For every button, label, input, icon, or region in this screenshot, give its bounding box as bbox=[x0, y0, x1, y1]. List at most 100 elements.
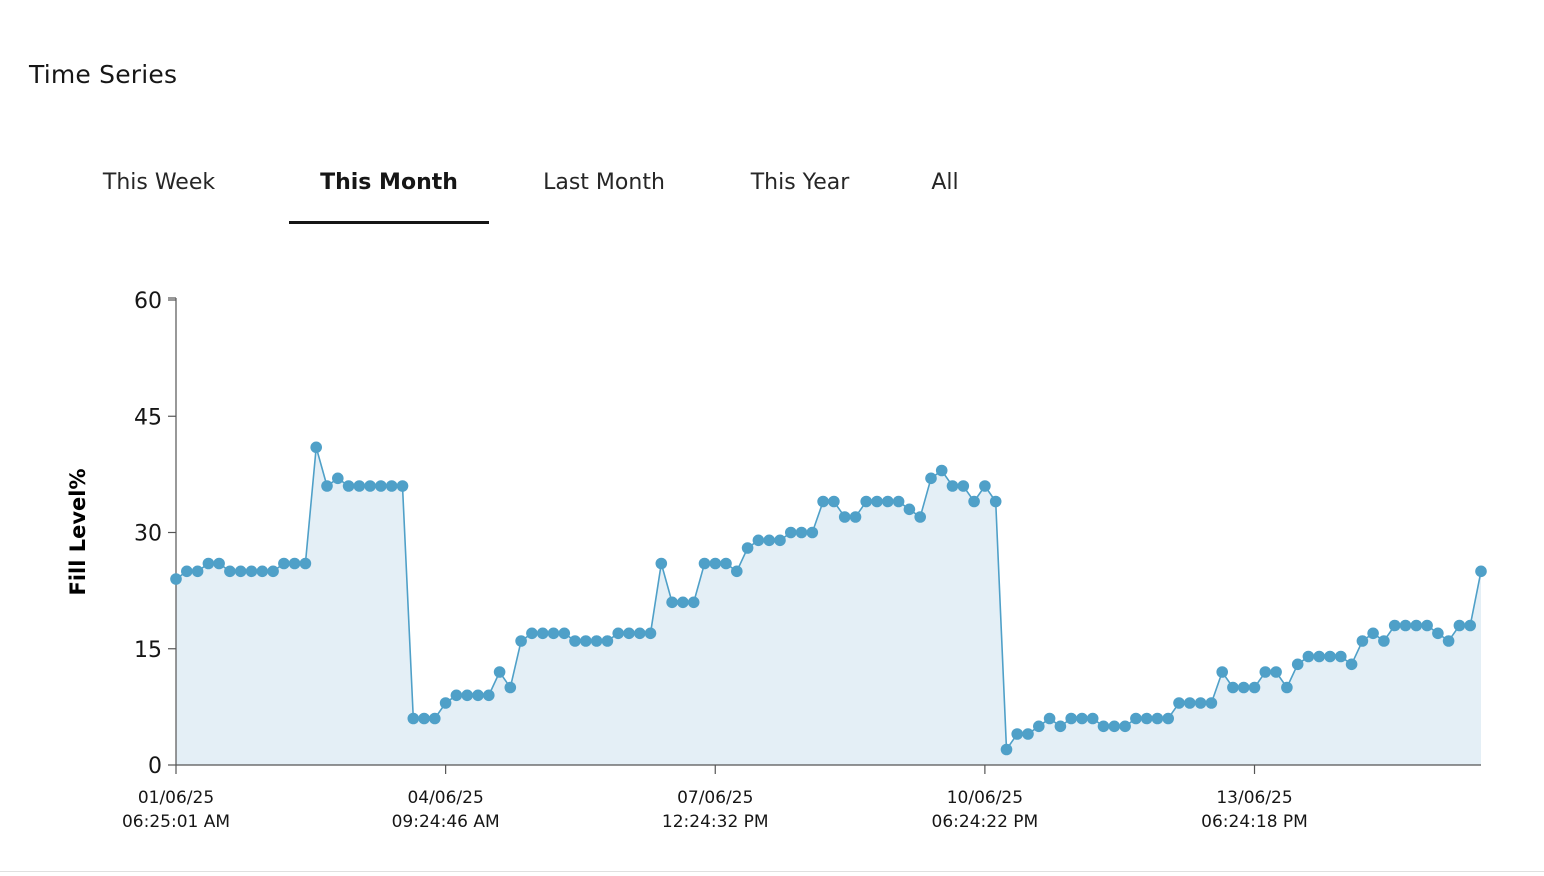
data-point bbox=[1162, 712, 1174, 725]
data-point bbox=[569, 635, 581, 647]
data-point bbox=[925, 472, 937, 485]
data-point bbox=[536, 627, 549, 640]
data-point bbox=[968, 495, 980, 508]
x-tick-date: 04/06/25 bbox=[407, 788, 483, 808]
data-point bbox=[655, 557, 668, 570]
data-point bbox=[1043, 712, 1056, 725]
data-point bbox=[224, 565, 236, 578]
data-point bbox=[1259, 666, 1272, 678]
tab-this-month[interactable]: This Month bbox=[289, 160, 489, 224]
data-point bbox=[1324, 650, 1336, 663]
x-tick-time: 12:24:32 PM bbox=[662, 812, 769, 832]
tab-this-week[interactable]: This Week bbox=[102, 170, 216, 195]
data-point bbox=[418, 712, 430, 725]
data-point bbox=[439, 697, 452, 709]
data-point bbox=[612, 627, 624, 640]
data-point bbox=[310, 441, 323, 454]
data-point bbox=[493, 666, 506, 678]
data-point bbox=[472, 689, 484, 702]
data-point bbox=[1270, 666, 1282, 678]
data-point bbox=[181, 565, 193, 578]
tab-all[interactable]: All bbox=[931, 170, 959, 195]
data-point bbox=[1367, 627, 1379, 640]
y-tick-label: 45 bbox=[134, 405, 162, 430]
data-point bbox=[871, 495, 883, 508]
data-point bbox=[1453, 619, 1466, 632]
data-point bbox=[892, 495, 905, 508]
divider bbox=[0, 871, 1544, 872]
data-point bbox=[321, 480, 333, 492]
x-tick-date: 01/06/25 bbox=[138, 788, 214, 808]
data-point bbox=[979, 480, 991, 492]
data-point bbox=[795, 526, 808, 539]
data-point bbox=[957, 480, 970, 492]
data-point bbox=[364, 480, 376, 492]
data-point bbox=[1097, 720, 1110, 733]
tab-this-year[interactable]: This Year bbox=[750, 170, 850, 195]
data-point bbox=[1281, 681, 1293, 694]
data-point bbox=[828, 495, 840, 508]
y-tick-label: 0 bbox=[148, 754, 162, 779]
data-point bbox=[1410, 619, 1423, 632]
data-point bbox=[741, 542, 754, 554]
x-tick-time: 06:24:22 PM bbox=[932, 812, 1039, 832]
x-tick-time: 06:25:01 AM bbox=[122, 812, 230, 832]
tab-last-month[interactable]: Last Month bbox=[543, 170, 665, 195]
data-point bbox=[1345, 658, 1358, 671]
data-point bbox=[709, 557, 722, 570]
data-point bbox=[1022, 728, 1034, 740]
data-point bbox=[1237, 681, 1250, 694]
data-point bbox=[526, 627, 538, 640]
data-point bbox=[1432, 627, 1444, 640]
x-tick-date: 07/06/25 bbox=[677, 788, 753, 808]
data-point bbox=[515, 635, 527, 647]
data-point bbox=[483, 689, 495, 702]
data-point bbox=[332, 472, 344, 485]
data-point bbox=[1216, 666, 1228, 678]
data-point bbox=[1475, 565, 1487, 578]
x-tick-time: 06:24:18 PM bbox=[1201, 812, 1308, 832]
data-point bbox=[1442, 635, 1455, 647]
x-tick-date: 13/06/25 bbox=[1216, 788, 1292, 808]
y-tick-label: 15 bbox=[134, 638, 162, 663]
data-point bbox=[1151, 712, 1164, 725]
data-point bbox=[1399, 619, 1412, 632]
data-point bbox=[720, 557, 732, 570]
data-point bbox=[1335, 650, 1347, 663]
data-point bbox=[946, 480, 959, 492]
data-point bbox=[763, 534, 775, 547]
data-point bbox=[1313, 650, 1325, 663]
data-point bbox=[170, 573, 182, 585]
data-point bbox=[504, 681, 517, 694]
data-point bbox=[191, 565, 204, 578]
data-point bbox=[1227, 681, 1239, 694]
data-point bbox=[1108, 720, 1121, 733]
data-point bbox=[547, 627, 560, 640]
data-point bbox=[1140, 712, 1153, 725]
data-point bbox=[1194, 697, 1207, 709]
data-point bbox=[234, 565, 247, 578]
data-point bbox=[450, 689, 463, 702]
data-point bbox=[580, 635, 592, 647]
data-point bbox=[785, 526, 797, 539]
data-point bbox=[213, 557, 225, 570]
page-title: Time Series bbox=[29, 60, 178, 89]
x-tick-date: 10/06/25 bbox=[947, 788, 1023, 808]
data-point bbox=[644, 627, 657, 640]
data-point bbox=[288, 557, 301, 570]
data-point bbox=[461, 689, 474, 702]
data-point bbox=[1065, 712, 1077, 725]
data-point bbox=[903, 503, 916, 516]
data-point bbox=[1291, 658, 1304, 671]
data-point bbox=[396, 480, 409, 492]
data-point bbox=[601, 635, 614, 647]
data-point bbox=[677, 596, 689, 609]
data-point bbox=[1173, 697, 1185, 709]
data-point bbox=[1119, 720, 1131, 733]
data-point bbox=[623, 627, 635, 640]
data-point bbox=[817, 495, 829, 508]
data-point bbox=[342, 480, 355, 492]
data-point bbox=[1033, 720, 1045, 733]
data-point bbox=[256, 565, 269, 578]
